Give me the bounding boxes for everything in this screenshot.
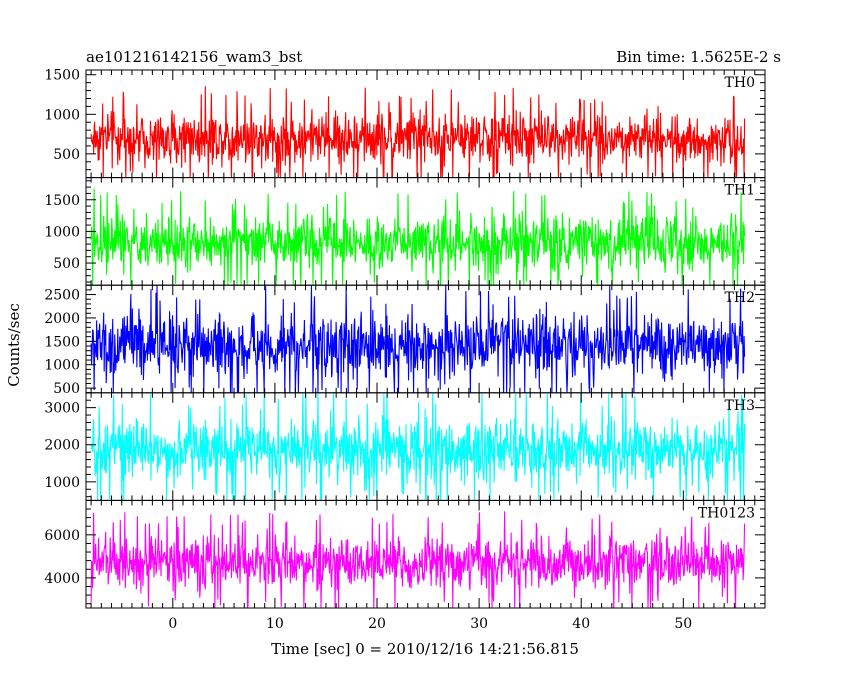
panel-frame [85, 499, 766, 609]
panel-label: TH0123 [698, 505, 755, 521]
y-tick-label: 500 [53, 147, 80, 163]
y-tick-label: 1000 [44, 358, 80, 374]
y-tick-label: 1500 [44, 193, 80, 209]
y-tick-label: 4000 [44, 571, 80, 587]
y-tick-label: 500 [53, 256, 80, 272]
y-tick-label: 3000 [44, 401, 80, 417]
x-tick-label: 50 [674, 616, 692, 632]
panel-th1: 500 1000 1500 TH1 [44, 177, 766, 286]
bin-time-label: Bin time: 1.5625E-2 s [616, 48, 781, 66]
panel-th0123: 4000 6000 TH0123 [44, 499, 766, 609]
y-tick-label: 1000 [44, 224, 80, 240]
y-tick-label: 500 [53, 381, 80, 397]
x-tick-label: 10 [266, 616, 284, 632]
x-axis-title: Time [sec] 0 = 2010/12/16 14:21:56.815 [271, 640, 579, 658]
x-tick-label: 40 [572, 616, 590, 632]
panel-label: TH3 [725, 398, 755, 414]
x-axis: 0 10 20 30 40 50 [168, 616, 692, 632]
y-tick-label: 1000 [44, 475, 80, 491]
y-tick-label: 2000 [44, 438, 80, 454]
series-th0 [90, 86, 746, 178]
series-th1 [90, 188, 746, 286]
y-tick-label: 1500 [44, 334, 80, 350]
panel-label: TH1 [725, 183, 755, 199]
chart-title: ae101216142156_wam3_bst [86, 48, 302, 66]
y-tick-label: 6000 [44, 528, 80, 544]
panel-th2: 500 1000 1500 2000 2500 TH2 [44, 284, 766, 397]
series-th0123 [90, 511, 746, 608]
panel-th0: 500 1000 1500 TH0 [44, 68, 766, 179]
panel-label: TH0 [725, 75, 755, 91]
panels: 500 1000 1500 TH0 500 1000 1500 TH1 500 1000 1500 2… [44, 68, 766, 609]
y-tick-label: 2500 [44, 288, 80, 304]
y-tick-label: 1000 [44, 107, 80, 123]
y-axis-title: Counts/sec [5, 303, 23, 387]
x-tick-label: 0 [168, 616, 177, 632]
x-tick-label: 20 [368, 616, 386, 632]
series-th3 [90, 392, 746, 501]
panel-label: TH2 [725, 290, 755, 306]
panel-th3: 1000 2000 3000 TH3 [44, 392, 766, 501]
x-tick-label: 30 [470, 616, 488, 632]
y-tick-label: 1500 [44, 68, 80, 84]
series-th2 [90, 285, 746, 393]
y-tick-label: 2000 [44, 311, 80, 327]
